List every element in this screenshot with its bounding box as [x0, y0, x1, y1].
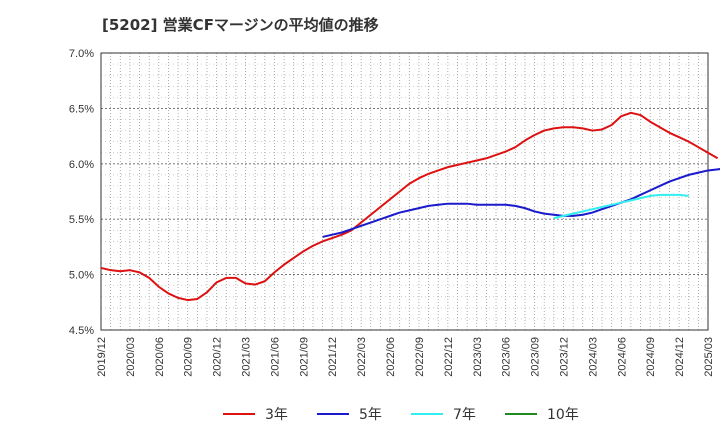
x-tick-label: 2022/03 [356, 337, 368, 377]
x-axis-ticks: 2019/12 2020/03 2020/06 2020/09 2020/12 2021/… [96, 337, 715, 377]
series-line [553, 193, 689, 220]
plot-area [101, 53, 708, 330]
x-tick-label: 2024/09 [645, 337, 657, 377]
y-tick-label: 7.0% [69, 48, 94, 60]
x-tick-label: 2023/09 [530, 337, 542, 377]
y-tick-label: 5.5% [69, 214, 94, 226]
x-tick-label: 2024/12 [674, 337, 686, 377]
series-line [100, 111, 719, 302]
y-tick-label: 4.5% [69, 325, 94, 337]
y-tick-label: 6.0% [69, 159, 94, 171]
x-tick-label: 2023/06 [501, 337, 513, 377]
legend-label: 3年 [265, 407, 288, 423]
legend: 3年 5年 7年 10年 [223, 407, 579, 423]
x-tick-label: 2021/03 [241, 337, 253, 377]
x-tick-label: 2020/03 [125, 337, 137, 377]
x-tick-label: 2022/12 [443, 337, 455, 377]
plot-border [100, 52, 709, 331]
x-tick-label: 2019/12 [96, 337, 108, 377]
x-tick-label: 2025/03 [703, 337, 715, 377]
x-tick-label: 2020/12 [212, 337, 224, 377]
series-line [322, 168, 720, 238]
x-tick-label: 2021/12 [327, 337, 339, 377]
x-tick-label: 2020/09 [183, 337, 195, 377]
x-tick-label: 2021/09 [298, 337, 310, 377]
legend-label: 7年 [453, 407, 476, 423]
legend-label: 5年 [359, 407, 382, 423]
x-tick-label: 2022/06 [385, 337, 397, 377]
y-axis-ticks: 4.5% 5.0% 5.5% 6.0% 6.5% 7.0% [69, 48, 94, 337]
x-tick-label: 2024/03 [587, 337, 599, 377]
x-tick-label: 2023/12 [558, 337, 570, 377]
x-tick-label: 2024/06 [616, 337, 628, 377]
series-lines [100, 111, 720, 302]
x-tick-label: 2022/09 [414, 337, 426, 377]
chart-title: [5202] 営業CFマージンの平均値の推移 [102, 16, 379, 34]
legend-label: 10年 [547, 407, 579, 423]
y-tick-label: 5.0% [69, 270, 94, 282]
y-tick-label: 6.5% [69, 103, 94, 115]
y-gridlines [101, 63, 708, 320]
x-tick-label: 2020/06 [154, 337, 166, 377]
x-tick-label: 2023/03 [472, 337, 484, 377]
x-tick-label: 2021/06 [269, 337, 281, 377]
